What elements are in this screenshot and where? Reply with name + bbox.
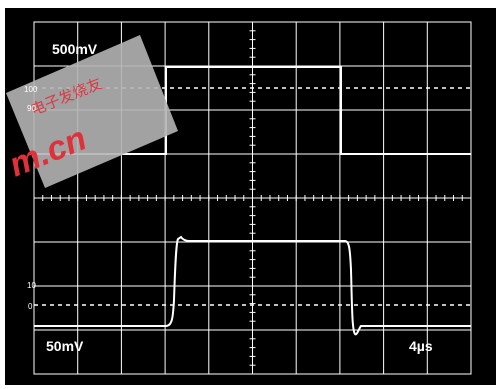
trace-bottom-channel [34, 235, 471, 336]
watermark-badge [6, 35, 178, 188]
side-caption [497, 330, 504, 385]
marker-label-100: 100 [24, 85, 38, 94]
top-channel-scale-label: 500mV [52, 41, 98, 57]
timebase-label: 4µs [409, 338, 433, 354]
marker-label-90: 90 [27, 104, 36, 113]
bottom-channel-scale-label: 50mV [46, 338, 84, 354]
trace-top-channel [34, 66, 471, 155]
marker-label-10: 10 [27, 281, 36, 290]
marker-label-0: 0 [28, 302, 33, 311]
graticule-center-ticks [33, 21, 472, 375]
